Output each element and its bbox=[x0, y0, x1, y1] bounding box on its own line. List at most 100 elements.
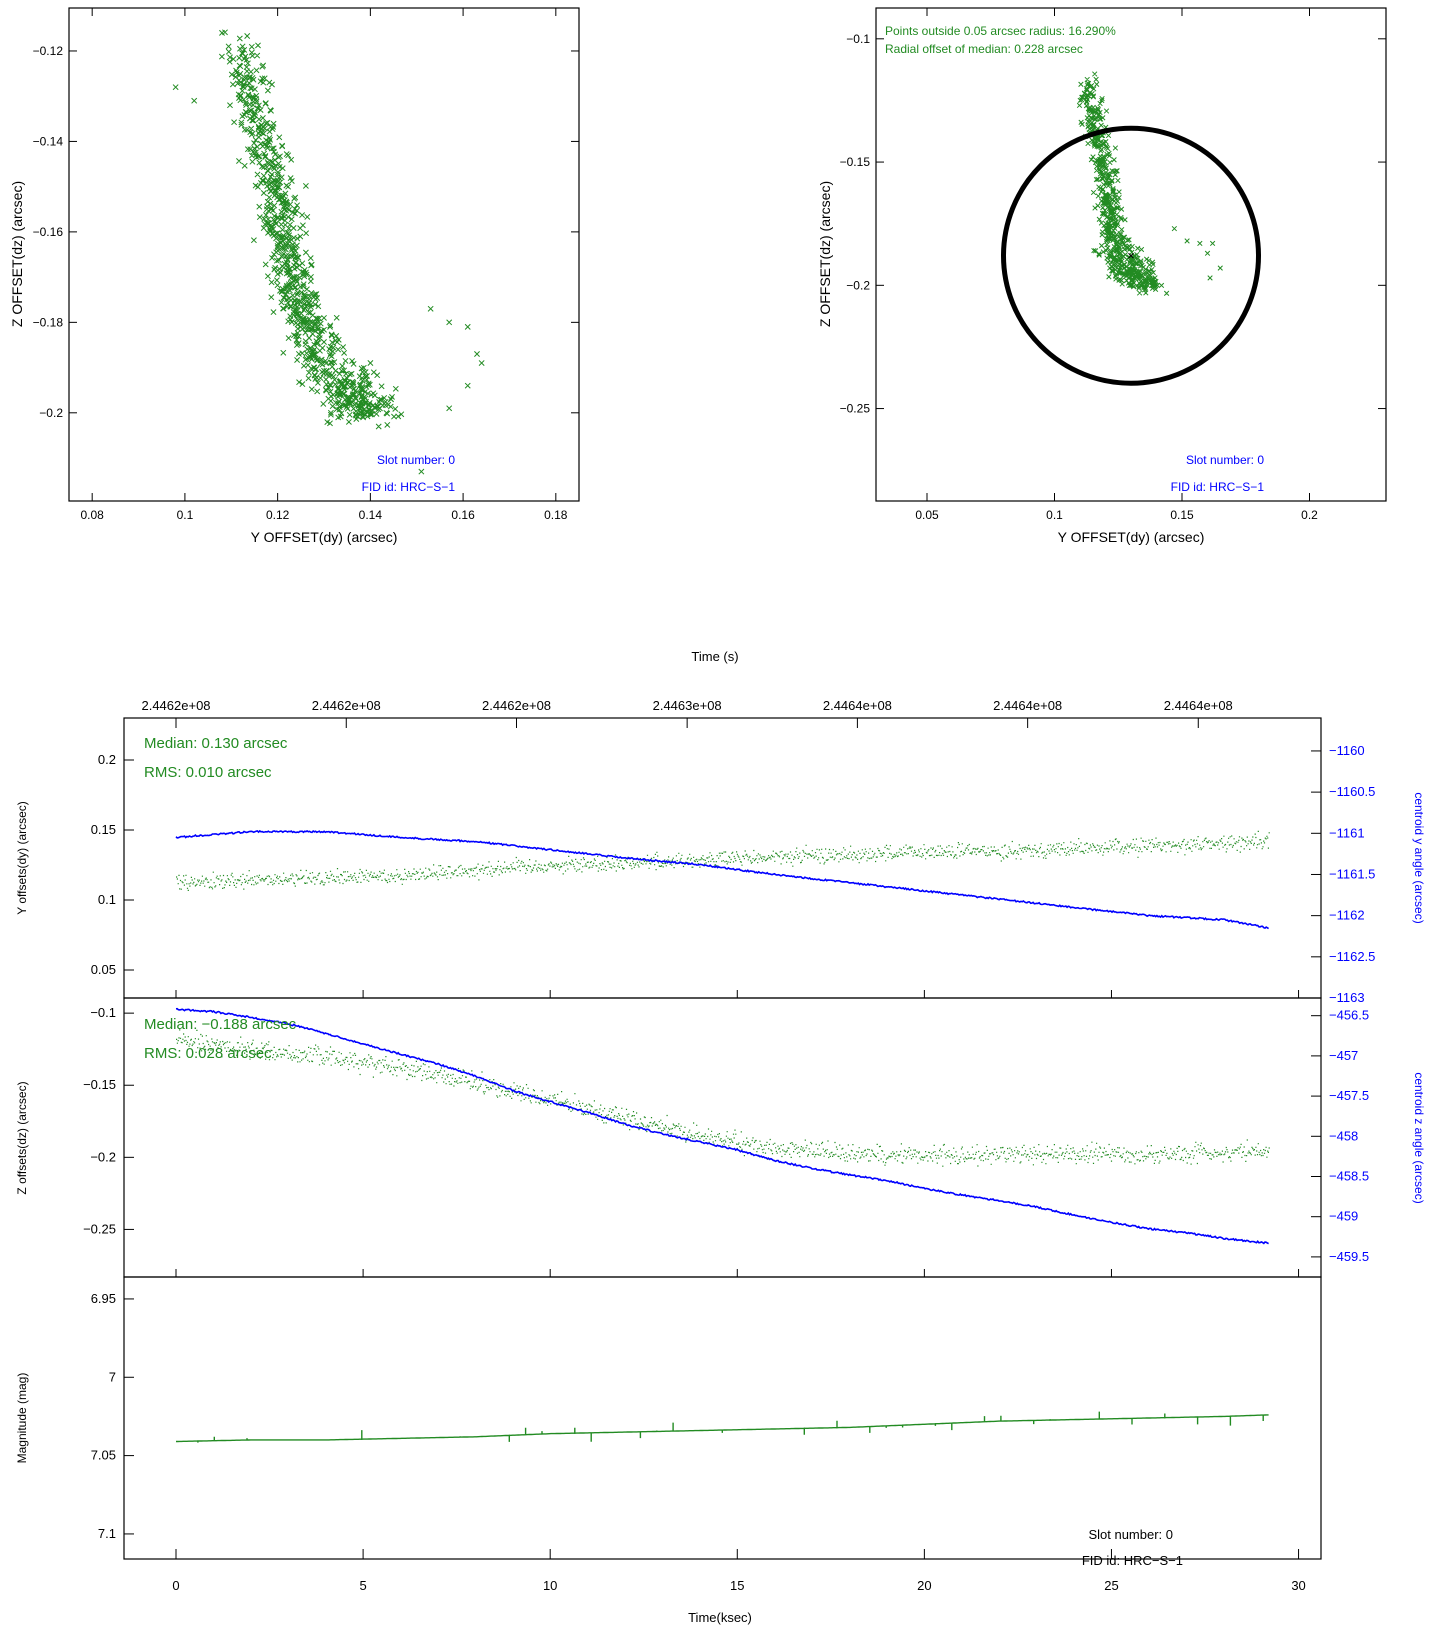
y-axis-label: Y offsets(dy) (arcsec) bbox=[15, 801, 29, 915]
scatter-outlier-point bbox=[446, 405, 453, 412]
axis-ticks: 6.95 7 7.05 7.1 0 5 10 15 20 25 30 bbox=[91, 1291, 1306, 1593]
y-tick-label: −0.1 bbox=[90, 1005, 116, 1020]
scatter-outlier-point bbox=[1207, 275, 1213, 281]
top-tick-label: 2.4464e+08 bbox=[823, 698, 892, 713]
x-tick-label: 15 bbox=[730, 1578, 744, 1593]
top-axis-title: Time (s) bbox=[691, 649, 738, 664]
x-tick-label: 0.18 bbox=[544, 508, 568, 522]
y-axis-label: Z offsets(dz) (arcsec) bbox=[15, 1081, 29, 1194]
scatter-circle-plot: 0.05 0.1 0.15 0.2 −0.1 −0.15 −0.2 −0.25 Y OFFSE… bbox=[817, 7, 1387, 545]
y-tick-label: −0.15 bbox=[840, 155, 871, 169]
y-tick-label: 0.2 bbox=[98, 752, 116, 767]
top-tick-label: 2.4464e+08 bbox=[993, 698, 1062, 713]
y-tick-label: −0.2 bbox=[90, 1149, 116, 1164]
x-tick-label: 10 bbox=[543, 1578, 557, 1593]
centroid-y-angle-line bbox=[175, 829, 1270, 930]
x-tick-label: 0.1 bbox=[1046, 508, 1063, 522]
fid-id-annotation: FID id: HRC−S−1 bbox=[362, 480, 456, 494]
y2-tick-label: −459.5 bbox=[1329, 1249, 1369, 1264]
panel-frame bbox=[123, 1276, 1322, 1560]
scatter-outlier-point bbox=[1204, 250, 1211, 256]
x-tick-label: 25 bbox=[1104, 1578, 1118, 1593]
y-axis-label: Magnitude (mag) bbox=[15, 1373, 29, 1464]
y-offsets-panel: 0.05 0.1 0.15 0.2 −1160 −1160.5 −1161 −1161.5 −1… bbox=[15, 698, 1426, 1005]
y-tick-label: −0.12 bbox=[33, 44, 64, 58]
radius-circle bbox=[1001, 125, 1261, 386]
scatter-outlier-point bbox=[427, 305, 434, 312]
scatter-outlier-point bbox=[464, 382, 471, 389]
right-axis-label: centroid z angle (arcsec) bbox=[1412, 1072, 1426, 1203]
scatter-outlier-point bbox=[1171, 225, 1178, 232]
top-tick-label: 2.4462e+08 bbox=[482, 698, 551, 713]
y2-tick-label: −1162.5 bbox=[1329, 949, 1375, 964]
magnitude-line bbox=[176, 1411, 1269, 1443]
y-tick-label: −0.15 bbox=[83, 1077, 116, 1092]
scatter-outlier-point bbox=[1197, 240, 1203, 247]
y-tick-label: 0.15 bbox=[91, 822, 116, 837]
x-tick-label: 0.14 bbox=[359, 508, 383, 522]
offset-points bbox=[176, 830, 1270, 891]
x-tick-label: 5 bbox=[359, 1578, 366, 1593]
x-tick-label: 0.2 bbox=[1301, 508, 1318, 522]
y2-tick-label: −457 bbox=[1329, 1048, 1358, 1063]
y-tick-label: −0.25 bbox=[840, 402, 871, 416]
y-tick-label: 7 bbox=[109, 1369, 116, 1384]
scatter-outlier-point bbox=[1209, 240, 1216, 247]
magnitude-panel: 6.95 7 7.05 7.1 0 5 10 15 20 25 30 Magnitude (mag)… bbox=[15, 1276, 1322, 1625]
top-tick-label: 2.4462e+08 bbox=[312, 698, 381, 713]
x-tick-label: 0.16 bbox=[451, 508, 475, 522]
y-tick-label: 7.1 bbox=[98, 1526, 116, 1541]
x-tick-label: 0.08 bbox=[81, 508, 105, 522]
y-tick-label: 6.95 bbox=[91, 1291, 116, 1306]
y-axis-label: Z OFFSET(dz) (arcsec) bbox=[817, 181, 833, 327]
fid-id-annotation: FID id: HRC−S−1 bbox=[1171, 480, 1265, 494]
y-tick-label: −0.25 bbox=[83, 1221, 116, 1236]
y-tick-label: 7.05 bbox=[91, 1448, 116, 1463]
y2-tick-label: −1163 bbox=[1329, 990, 1365, 1005]
axis-ticks: 0.05 0.1 0.15 0.2 −0.1 −0.15 −0.2 −0.25 bbox=[840, 8, 1386, 522]
x-tick-label: 0.1 bbox=[177, 508, 194, 522]
axis-ticks: 0.08 0.1 0.12 0.14 0.16 0.18 −0.12 −0.14 −0.16 −0… bbox=[33, 8, 579, 522]
y2-tick-label: −459 bbox=[1329, 1209, 1358, 1224]
y2-tick-label: −458 bbox=[1329, 1128, 1358, 1143]
scatter-outlier-point bbox=[1184, 238, 1190, 244]
y-tick-label: −0.2 bbox=[39, 406, 63, 420]
median-annotation: Median: 0.130 arcsec bbox=[144, 735, 288, 752]
rms-annotation: RMS: 0.010 arcsec bbox=[144, 764, 272, 781]
y2-tick-label: −1161.5 bbox=[1329, 866, 1375, 881]
y-tick-label: 0.05 bbox=[91, 962, 116, 977]
x-tick-label: 0 bbox=[172, 1578, 179, 1593]
scatter-outlier-point bbox=[418, 468, 425, 475]
y2-tick-label: −457.5 bbox=[1329, 1088, 1369, 1103]
fid-id-annotation: FID id: HRC−S−1 bbox=[1082, 1553, 1183, 1568]
y2-tick-label: −1160.5 bbox=[1329, 784, 1375, 799]
median-marker bbox=[1128, 252, 1134, 259]
scatter-outlier-point bbox=[464, 323, 471, 330]
scatter-points bbox=[1076, 71, 1170, 296]
centroid-z-angle-line bbox=[175, 1007, 1269, 1245]
top-tick-label: 2.4462e+08 bbox=[141, 698, 210, 713]
axis-ticks: −0.1 −0.15 −0.2 −0.25 −456.5 −457 −457.5 −458 −4… bbox=[83, 1005, 1369, 1277]
scatter-points bbox=[218, 29, 405, 430]
slot-number-annotation: Slot number: 0 bbox=[1088, 1527, 1173, 1542]
rms-annotation: RMS: 0.028 arcsec bbox=[144, 1045, 272, 1062]
x-axis-label: Y OFFSET(dy) (arcsec) bbox=[1058, 529, 1205, 545]
slot-number-annotation: Slot number: 0 bbox=[377, 453, 455, 467]
x-axis-label: Y OFFSET(dy) (arcsec) bbox=[251, 529, 398, 545]
radial-offset-annotation: Radial offset of median: 0.228 arcsec bbox=[885, 42, 1083, 56]
top-tick-label: 2.4463e+08 bbox=[653, 698, 722, 713]
y-tick-label: −0.2 bbox=[846, 278, 870, 292]
median-point bbox=[1128, 252, 1134, 259]
y2-tick-label: −1162 bbox=[1329, 908, 1365, 923]
y-tick-label: −0.1 bbox=[846, 32, 870, 46]
x-tick-label: 20 bbox=[917, 1578, 931, 1593]
z-offsets-panel: −0.1 −0.15 −0.2 −0.25 −456.5 −457 −457.5 −458 −4… bbox=[15, 997, 1426, 1278]
x-axis-label: Time(ksec) bbox=[688, 1610, 752, 1625]
y-axis-label: Z OFFSET(dz) (arcsec) bbox=[9, 181, 25, 327]
scatter-outlier-point bbox=[191, 97, 198, 104]
y2-tick-label: −1161 bbox=[1329, 825, 1365, 840]
right-axis-label: centroid y angle (arcsec) bbox=[1412, 792, 1426, 923]
top-tick-label: 2.4464e+08 bbox=[1164, 698, 1233, 713]
